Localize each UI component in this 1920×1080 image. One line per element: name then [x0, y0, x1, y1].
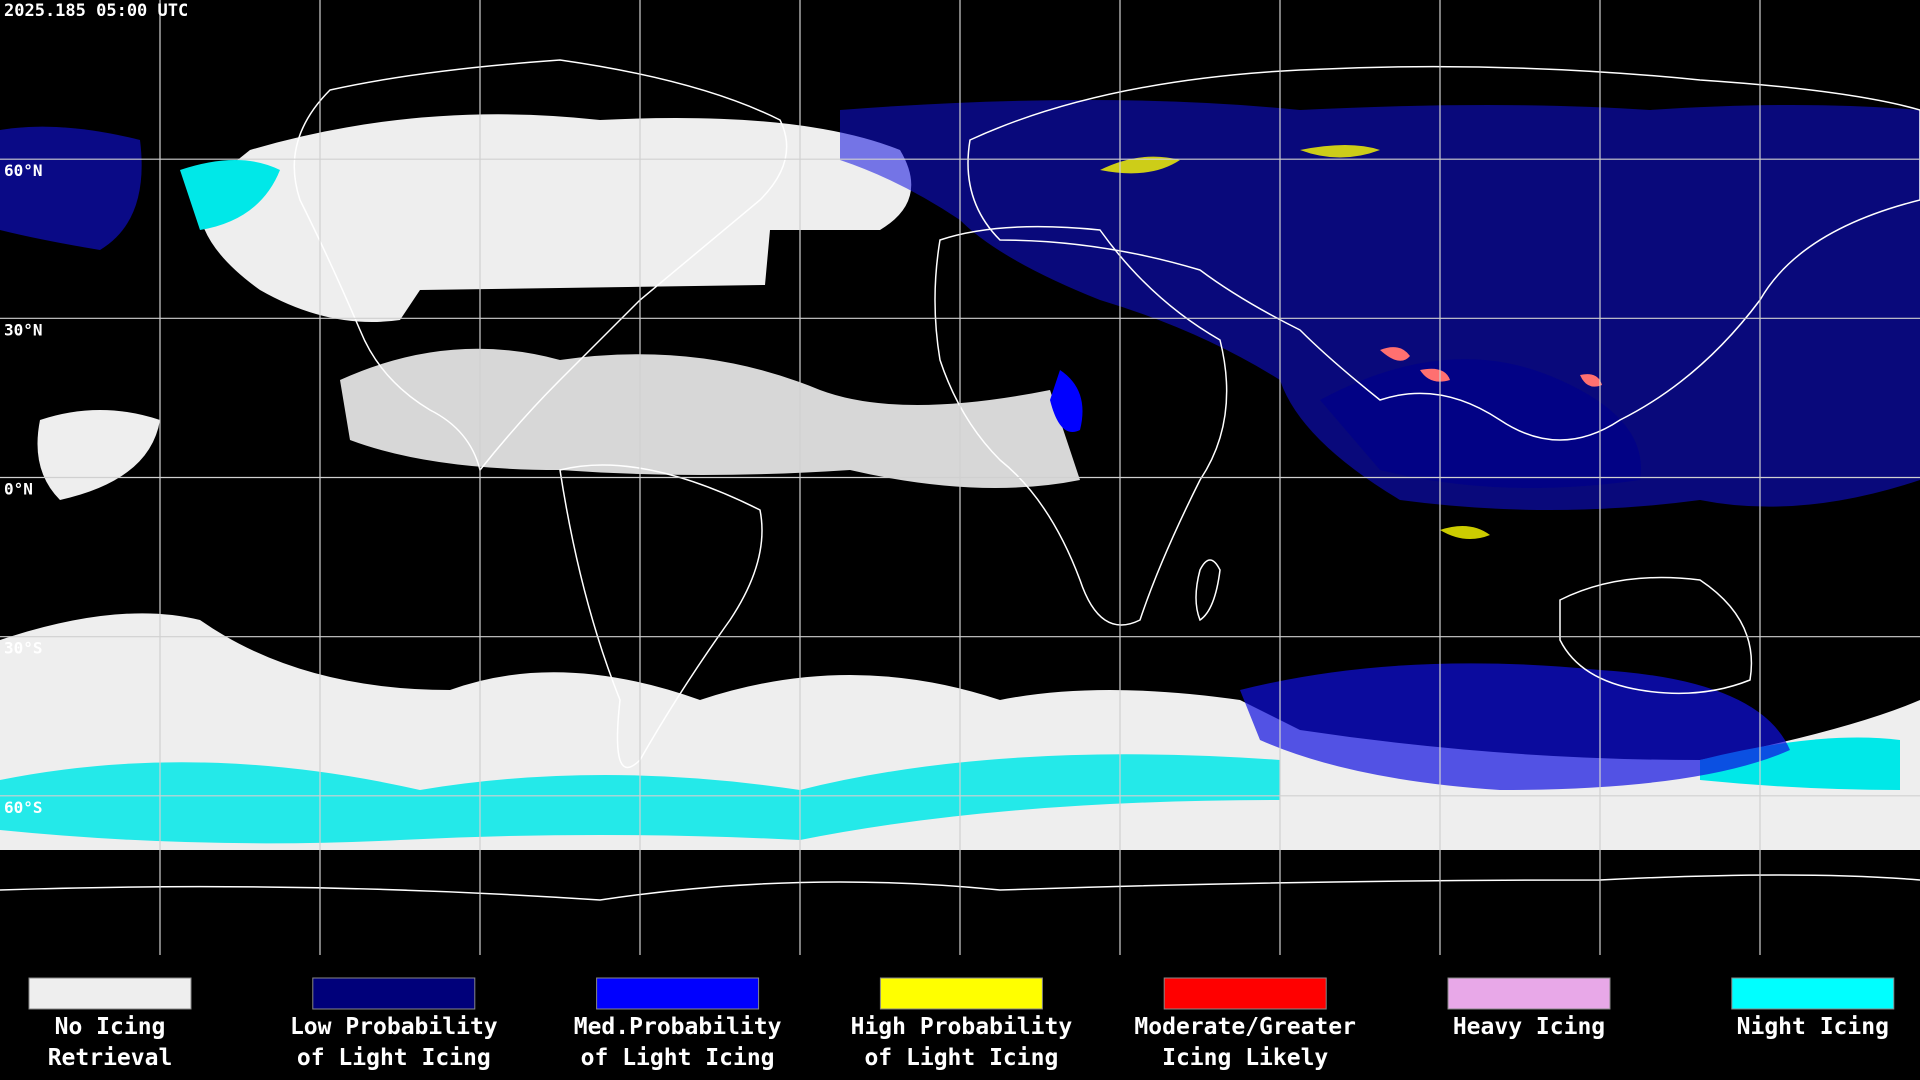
legend-label: Heavy Icing [1453, 1014, 1605, 1040]
night-icing-region [180, 160, 280, 230]
coastline [559, 464, 763, 769]
legend-swatch [596, 977, 760, 1010]
legend-label: Night Icing [1737, 1014, 1889, 1040]
med-icing-region [1050, 370, 1083, 432]
legend-label: Icing Likely [1162, 1045, 1328, 1071]
coastline [934, 225, 1228, 626]
low-icing-region [1320, 359, 1641, 488]
legend-label: of Light Icing [581, 1045, 775, 1071]
coastline [1195, 559, 1221, 622]
legend-swatch [312, 977, 476, 1010]
latitude-label: 30°N [4, 320, 43, 339]
latitude-label: 30°S [4, 639, 43, 658]
legend-swatch [28, 977, 192, 1010]
coastline [293, 59, 788, 472]
latitude-label: 60°N [4, 161, 43, 180]
med-icing-region [1240, 663, 1790, 790]
legend-label: of Light Icing [864, 1045, 1058, 1071]
legend-label: of Light Icing [297, 1045, 491, 1071]
legend-label: Low Probability [290, 1014, 498, 1040]
legend-swatch [1447, 977, 1611, 1010]
no-icing-region [198, 114, 912, 323]
legend-background [0, 955, 1920, 1080]
timestamp: 2025.185 05:00 UTC [4, 1, 188, 21]
coastline [1559, 576, 1753, 695]
legend: No Icing Retrieval Low Probability of Light… [28, 977, 1895, 1071]
med-icing-region [840, 100, 1920, 510]
legend-label: High Probability [851, 1014, 1073, 1040]
latitude-label: 60°S [4, 798, 43, 817]
latitude-labels: 60°N 30°N 0°N 30°S 60°S [4, 161, 43, 817]
legend-label: Moderate/Greater [1134, 1014, 1356, 1040]
legend-swatch [1163, 977, 1327, 1010]
legend-label: Retrieval [48, 1045, 173, 1071]
coastline [967, 65, 1920, 441]
legend-label: Med.Probability [574, 1014, 782, 1040]
legend-label: No Icing [55, 1014, 166, 1040]
legend-swatch [879, 977, 1043, 1010]
legend-swatch [1731, 977, 1895, 1010]
latitude-label: 0°N [4, 480, 33, 499]
no-icing-region [340, 348, 1080, 488]
coastline [0, 874, 1920, 901]
moderate-icing-region [1380, 347, 1602, 387]
coastlines [0, 59, 1920, 901]
graticule [0, 0, 1920, 955]
med-icing-region [0, 126, 142, 250]
